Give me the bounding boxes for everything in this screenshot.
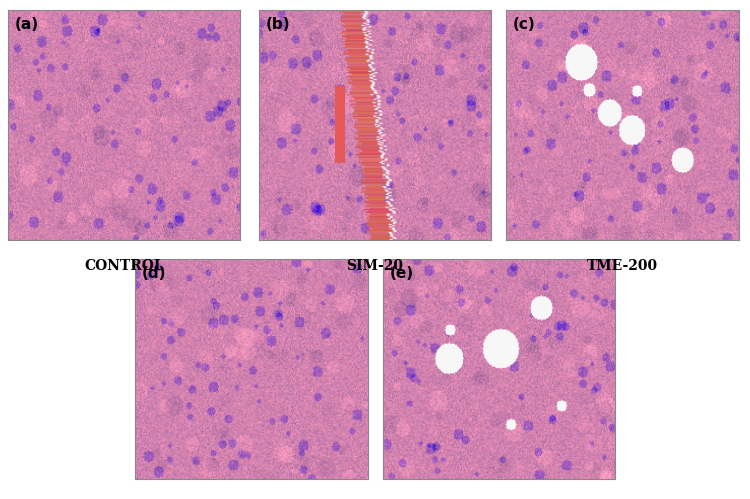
Text: (b): (b) <box>266 17 290 32</box>
Text: (d): (d) <box>142 266 166 281</box>
Text: CONTROL: CONTROL <box>84 259 164 273</box>
Text: (a): (a) <box>14 17 38 32</box>
Text: SIM-20: SIM-20 <box>346 259 404 273</box>
Text: TME-200: TME-200 <box>587 259 658 273</box>
Text: (c): (c) <box>513 17 536 32</box>
Text: (e): (e) <box>389 266 413 281</box>
